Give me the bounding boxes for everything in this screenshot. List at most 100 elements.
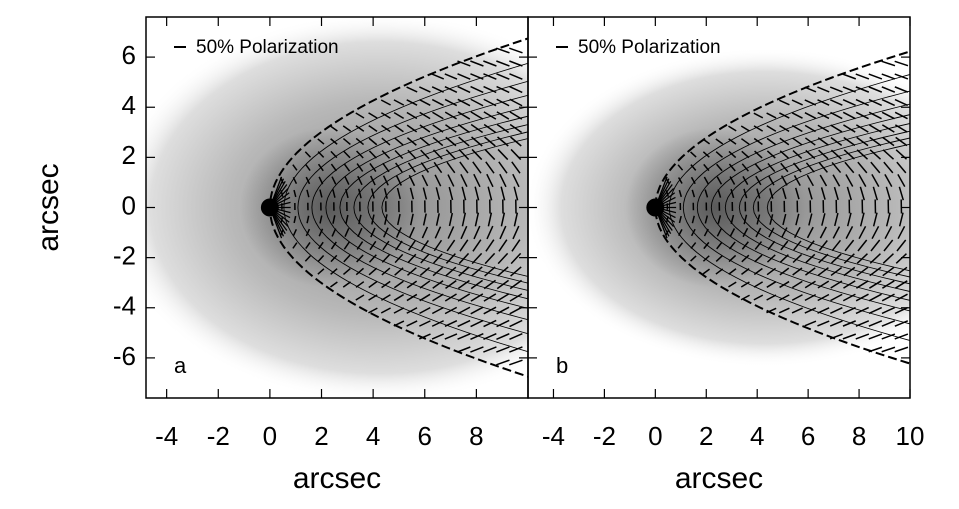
polarization-vector: [843, 266, 856, 277]
polarization-vector: [730, 188, 735, 199]
polarization-vector: [843, 136, 856, 147]
polarization-vector: [381, 280, 391, 289]
polarization-vector: [355, 294, 365, 301]
y-tick-label: 2: [122, 140, 136, 170]
polarization-vector: [345, 188, 349, 199]
polarization-vector: [742, 175, 749, 186]
polarization-vector: [509, 47, 523, 54]
central-source: [260, 198, 279, 217]
polarization-vector: [703, 241, 710, 250]
polarization-vector: [432, 293, 444, 302]
polarization-vector: [470, 333, 484, 340]
polarization-vector: [305, 228, 311, 237]
polarization-vector: [730, 214, 735, 225]
polarization-vector: [894, 333, 909, 340]
x-tick-label: 8: [469, 421, 483, 451]
polarization-vector: [793, 240, 802, 251]
polarization-vector: [422, 213, 427, 226]
polarization-vector: [690, 255, 697, 262]
polarization-vector: [881, 73, 896, 80]
polarization-vector: [868, 280, 882, 289]
polarization-vector: [457, 98, 471, 107]
polarization-vector: [460, 173, 468, 188]
polarization-vector: [779, 112, 790, 119]
polarization-vector: [843, 253, 855, 264]
polarization-vector: [894, 86, 909, 93]
polarization-vector: [420, 253, 430, 264]
polarization-vector: [329, 125, 338, 132]
polarization-vector: [483, 306, 497, 315]
polarization-vector: [779, 267, 790, 276]
polarization-vector: [791, 99, 803, 106]
polarization-vector: [806, 226, 814, 239]
polarization-vector: [768, 227, 775, 238]
polarization-vector: [306, 189, 310, 198]
x-axis-label: arcsec: [675, 462, 763, 495]
polarization-vector: [304, 151, 312, 158]
polarization-vector: [342, 138, 351, 145]
polarization-vector: [471, 136, 483, 147]
polarization-vector: [473, 173, 481, 188]
polarization-vector: [380, 112, 391, 119]
polarization-vector: [843, 280, 856, 289]
polarization-vector: [779, 150, 789, 159]
polarization-vector: [435, 187, 441, 200]
polarization-vector: [511, 161, 521, 174]
polarization-vector: [498, 239, 508, 252]
polarization-vector: [767, 162, 776, 173]
polarization-vector: [432, 136, 444, 147]
polarization-vector: [332, 215, 336, 224]
polarization-vector: [355, 112, 365, 119]
polarization-vector: [716, 241, 723, 250]
polarization-vector: [358, 214, 362, 225]
polarization-vector: [741, 150, 750, 159]
polarization-vector: [881, 293, 895, 302]
polarization-vector: [330, 138, 338, 145]
polarization-vector: [474, 212, 480, 227]
polarization-vector: [779, 294, 790, 301]
polarization-vector: [766, 281, 777, 288]
polarization-vector: [408, 226, 415, 239]
polarization-vector: [872, 186, 879, 201]
polarization-vector: [871, 174, 880, 187]
polarization-vector: [470, 293, 484, 302]
polarization-vector: [419, 293, 431, 302]
polarization-vector: [728, 138, 737, 145]
polarization-vector: [393, 293, 405, 302]
polarization-vector: [869, 266, 882, 277]
polarization-vector: [702, 255, 710, 262]
polarization-vector: [356, 254, 364, 263]
polarization-vector: [830, 149, 842, 160]
polarization-vector: [444, 86, 458, 93]
polarization-vector: [741, 254, 750, 263]
polarization-vector: [728, 268, 737, 275]
polarization-vector: [487, 186, 493, 201]
polarization-vector: [471, 266, 483, 277]
polarization-vector: [728, 254, 737, 263]
polarization-vector: [741, 138, 750, 145]
polarization-vector: [894, 60, 909, 67]
polarization-vector: [380, 294, 391, 301]
polarization-vector: [419, 306, 431, 315]
polarization-vector: [406, 320, 418, 327]
polarization-vector: [766, 137, 777, 146]
polarization-vector: [444, 73, 458, 80]
polarization-vector: [729, 176, 736, 185]
polarization-vector: [382, 240, 390, 251]
polarization-vector: [356, 150, 364, 159]
polarization-vector: [380, 99, 391, 106]
polarization-vector: [293, 215, 297, 224]
polarization-vector: [740, 281, 750, 288]
polarization-vector: [513, 212, 519, 227]
polarization-vector: [406, 293, 418, 302]
polarization-vector: [381, 124, 391, 133]
polarization-vector: [677, 242, 684, 249]
contour: [710, 114, 910, 301]
polarization-vector: [717, 215, 722, 224]
polarization-vector: [357, 188, 362, 199]
polarization-vector: [857, 161, 868, 174]
polarization-vector: [448, 212, 454, 227]
polarization-vector: [791, 112, 803, 119]
polarization-vector: [498, 161, 508, 174]
